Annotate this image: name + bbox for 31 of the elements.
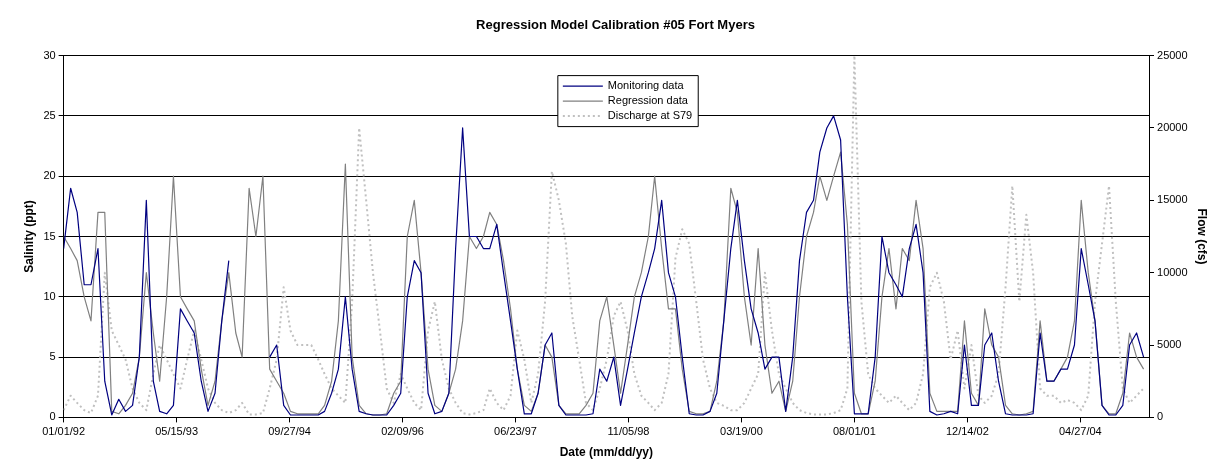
y-tick-label: 30: [43, 48, 56, 61]
chart-title: Regression Model Calibration #05 Fort Myers: [476, 17, 755, 33]
y2-tick-label: 25000: [1157, 48, 1188, 61]
y-tick-label: 20: [43, 169, 56, 182]
y2-tick-label: 10000: [1157, 265, 1188, 278]
x-tick-label: 04/27/04: [1058, 425, 1102, 438]
y2-tick-label: 15000: [1157, 193, 1188, 206]
y2-axis-title: Flow (cfs): [1195, 208, 1210, 265]
y2-tick-label: 20000: [1157, 120, 1188, 133]
x-tick-label: 09/27/94: [268, 425, 311, 438]
y-tick-label: 25: [43, 108, 56, 121]
line-series: [63, 55, 1145, 416]
y-tick-label: 15: [43, 229, 56, 242]
legend-label: Regression data: [607, 94, 689, 107]
y-tick-label: 10: [43, 289, 56, 302]
y-tick-label: 0: [49, 410, 56, 423]
x-tick-label: 01/01/92: [42, 425, 86, 438]
y-tick-label: 5: [49, 350, 56, 363]
x-tick-label: 11/05/98: [607, 425, 650, 438]
x-axis-title: Date (mm/dd/yy): [559, 445, 653, 460]
legend-label: Discharge at S79: [607, 109, 693, 122]
x-tick-label: 06/23/97: [494, 425, 537, 438]
legend-label: Monitoring data: [607, 79, 685, 92]
y2-tick-label: 0: [1157, 410, 1164, 423]
x-tick-label: 02/09/96: [381, 425, 424, 438]
x-tick-label: 08/01/01: [832, 425, 876, 438]
x-tick-label: 03/19/00: [720, 425, 763, 438]
y-axis-title: Salinity (ppt): [21, 200, 36, 273]
x-tick-label: 12/14/02: [945, 425, 989, 438]
x-tick-label: 05/15/93: [155, 425, 199, 438]
y2-tick-label: 5000: [1157, 338, 1182, 351]
